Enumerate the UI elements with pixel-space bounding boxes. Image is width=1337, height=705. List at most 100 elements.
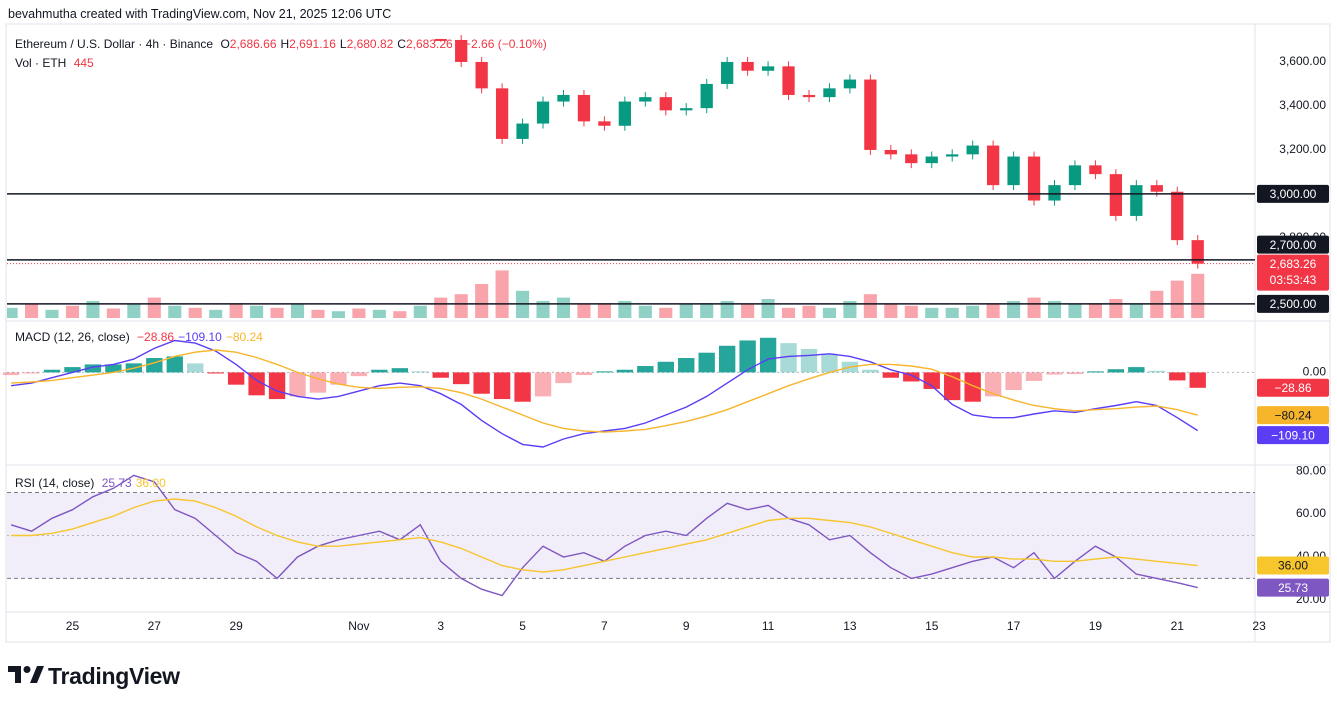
volume-bar [1129, 304, 1143, 318]
volume-bar [904, 305, 918, 318]
histogram-bar [309, 372, 327, 393]
ohlc-key: L [339, 37, 347, 51]
legend-value: −80.24 [225, 330, 263, 344]
candle-body [843, 79, 857, 89]
ohlc-value: 2,686.66 [229, 37, 277, 51]
candle-body [700, 83, 713, 109]
candle-body [618, 101, 631, 126]
volume-bar [781, 307, 796, 318]
histogram-bar [1025, 372, 1043, 381]
volume-bar [1109, 298, 1123, 318]
price-pane [7, 34, 1205, 318]
legend-value: −28.86 [137, 330, 175, 344]
volume-bar [495, 270, 509, 318]
volume-bar [1027, 297, 1041, 318]
volume-bar [822, 307, 836, 318]
value-tag: 25.73 [1278, 581, 1308, 595]
histogram-bar [84, 364, 102, 373]
volume-bar [638, 305, 652, 318]
histogram-bar [575, 372, 593, 376]
volume-bar [1191, 273, 1205, 318]
volume-bar [188, 307, 202, 318]
x-tick-label: 9 [683, 619, 690, 633]
histogram-bar [268, 372, 286, 400]
level-tag-bg [1257, 235, 1329, 254]
histogram-bar [1128, 367, 1145, 373]
candle-body [455, 39, 468, 62]
candle-body [884, 149, 897, 155]
y-tick-label: 3,400.00 [1279, 98, 1326, 112]
value-tag-bg [1257, 578, 1329, 597]
value-tag: −80.24 [1274, 408, 1311, 422]
volume-bar [45, 309, 59, 318]
volume-bar [1047, 301, 1062, 318]
y-tick-label: 3,600.00 [1279, 54, 1326, 68]
candle-body [1191, 240, 1204, 264]
volume-bar [475, 284, 489, 318]
volume-bar [986, 303, 1000, 318]
candle-body [495, 88, 509, 139]
histogram-bar [289, 372, 306, 397]
volume-bar [618, 301, 632, 318]
candle-body [946, 154, 959, 157]
candle-body [1130, 185, 1143, 216]
volume-bar [536, 301, 550, 318]
x-tick-label: 11 [762, 619, 775, 633]
volume-bar [577, 304, 591, 318]
ohlc-key: O [220, 37, 230, 51]
histogram-bar [698, 352, 715, 373]
histogram-bar [1189, 372, 1206, 388]
volume-bar [945, 307, 959, 318]
symbol: Ethereum / U.S. Dollar · 4h · Binance [15, 37, 214, 51]
value-tag-bg [1257, 406, 1329, 425]
change: −2.66 (−0.10%) [464, 37, 547, 51]
value-tag: 36.00 [1278, 559, 1308, 573]
histogram-bar [391, 368, 408, 373]
candle-body [598, 121, 611, 126]
candle-body [475, 61, 488, 89]
x-tick-label: Nov [348, 619, 369, 633]
volume-bar [127, 304, 141, 318]
volume-bar [1068, 304, 1082, 318]
histogram-bar [555, 372, 572, 384]
volume-bar [168, 305, 182, 318]
histogram-bar [718, 345, 736, 373]
volume-bar [311, 309, 325, 318]
y-tick-label: 80.00 [1296, 463, 1326, 477]
histogram-bar [637, 366, 654, 373]
x-tick-label: 7 [601, 619, 608, 633]
rsi-legend: RSI (14, close) 25.73 36.00 [15, 476, 170, 490]
y-tick-label: 60.00 [1296, 506, 1326, 520]
histogram-bar [23, 372, 40, 374]
volume-bar [352, 308, 366, 318]
histogram-bar [330, 372, 347, 385]
macd-legend: MACD (12, 26, close) −28.86 −109.10 −80.24 [15, 330, 267, 344]
histogram-bar [1046, 372, 1063, 375]
candle-body [721, 61, 734, 84]
indicator-line [11, 349, 1198, 433]
volume-value: 445 [73, 56, 94, 70]
volume-bar [147, 297, 161, 318]
attribution: bevahmutha created with TradingView.com,… [8, 7, 392, 21]
candle-body [1150, 185, 1163, 192]
histogram-bar [166, 356, 183, 373]
value-tag: −28.86 [1274, 381, 1311, 395]
candle-body [680, 108, 693, 111]
x-tick-label: 21 [1171, 619, 1185, 633]
x-tick-label: 17 [1007, 619, 1021, 633]
volume-bar [863, 294, 877, 318]
volume-bar [659, 307, 673, 318]
level-tag-bg [1257, 184, 1329, 203]
candle-body [516, 123, 529, 139]
volume-bar [229, 303, 243, 318]
last-price-tag: 2,683.26 [1270, 257, 1317, 271]
ohlc-key: H [280, 37, 290, 51]
candle-body [986, 145, 1000, 186]
countdown: 03:53:43 [1270, 273, 1317, 287]
volume-bar [1088, 303, 1102, 318]
histogram-bar [759, 337, 777, 373]
histogram-bar [514, 372, 531, 402]
volume-bar [106, 308, 120, 318]
candle-body [782, 66, 795, 95]
